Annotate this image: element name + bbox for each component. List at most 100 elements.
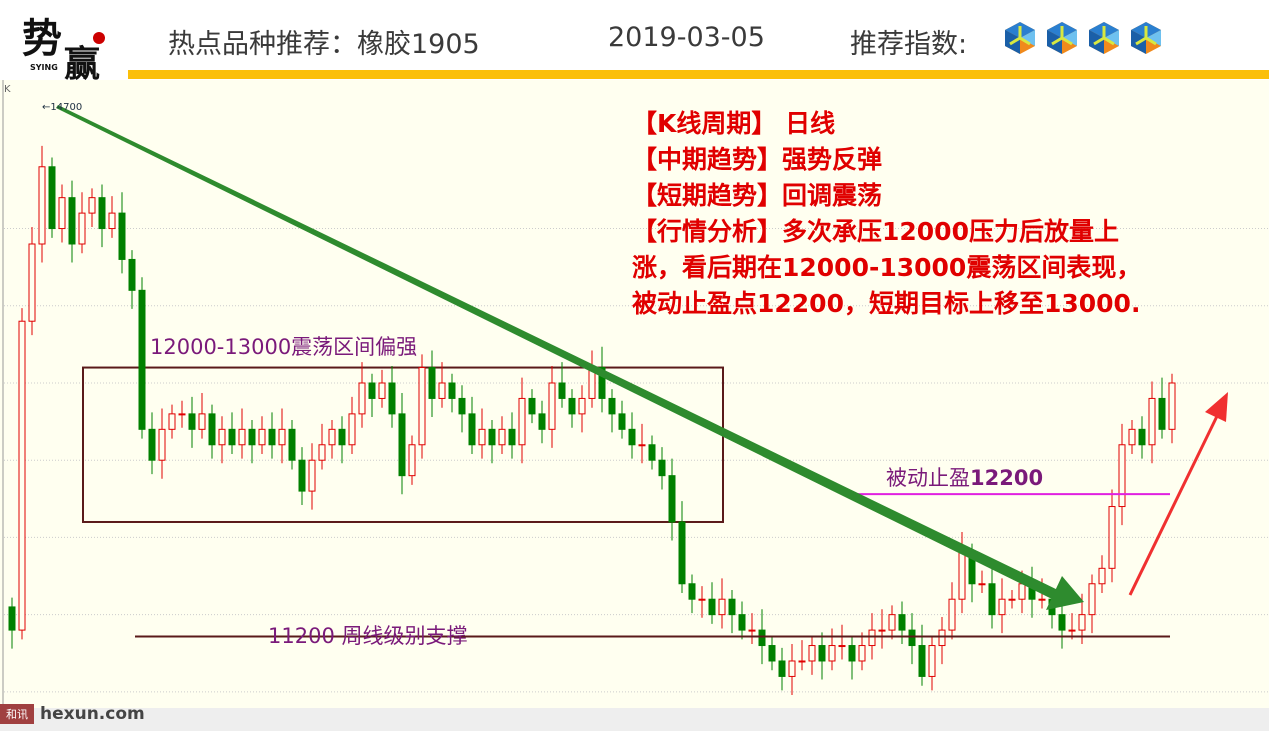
candle-body (428, 367, 436, 399)
chart-svg: K←1470010815→12000-13000震荡区间偏强被动止盈122001… (0, 80, 1269, 719)
target-arrowhead (1205, 392, 1228, 422)
candle-body (1018, 583, 1026, 600)
candle-body (288, 428, 296, 461)
candle-body (728, 598, 736, 616)
range-box-label: 12000-13000震荡区间偏强 (150, 335, 417, 359)
candle-body (458, 397, 466, 415)
candle-body (1138, 428, 1146, 446)
candle-body (138, 289, 146, 430)
candle-body (438, 382, 446, 399)
candle-body (638, 444, 646, 447)
rating (1002, 20, 1164, 56)
candle-body (128, 258, 136, 291)
candle-body (78, 212, 86, 245)
candle-body (8, 606, 16, 631)
header-divider (128, 70, 1269, 79)
candle-body (1158, 397, 1166, 430)
candle-body (468, 413, 476, 446)
candle-body (698, 598, 706, 601)
logo: 势 赢 SYING (18, 8, 128, 85)
candle-body (768, 645, 776, 662)
candle-body (18, 320, 26, 631)
date: 2019-03-05 (608, 22, 765, 53)
candle-body (688, 583, 696, 600)
candle-body (358, 382, 366, 415)
candle-body (1108, 506, 1116, 569)
candle-body (828, 645, 836, 662)
syING-logo-icon: 势 赢 SYING (22, 15, 105, 85)
candle-body (1038, 598, 1046, 601)
candle-body (978, 583, 986, 586)
candle-body (618, 413, 626, 430)
candle-body (948, 598, 956, 631)
candle-body (738, 614, 746, 631)
candle-body (258, 428, 266, 446)
candle-body (648, 444, 656, 461)
candle-body (908, 629, 916, 647)
candle-body (748, 629, 756, 632)
candle-body (878, 629, 886, 632)
candle-body (38, 166, 46, 245)
cube-icon (1005, 22, 1035, 54)
target-arrow (1128, 409, 1222, 596)
trend-arrowhead (1046, 576, 1084, 610)
candle-body (628, 428, 636, 446)
analysis-line: 【短期趋势】回调震荡 (632, 181, 883, 210)
svg-text:势: 势 (22, 15, 62, 62)
candle-body (1008, 598, 1016, 601)
rating-label: 推荐指数: (850, 29, 968, 60)
page-title: 热点品种推荐：橡胶1905 (168, 29, 480, 60)
candle-body (558, 382, 566, 399)
analysis-line: 【K线周期】 日线 (632, 109, 836, 138)
candle-body (378, 382, 386, 399)
candle-body (248, 428, 256, 446)
candle-body (1098, 567, 1106, 585)
candle-body (958, 552, 966, 600)
candle-body (158, 428, 166, 461)
candle-body (238, 428, 246, 446)
candle-body (48, 166, 56, 230)
candle-body (578, 397, 586, 415)
candle-body (328, 428, 336, 446)
analysis-line: 涨，看后期在12000-13000震荡区间表现， (632, 253, 1142, 282)
candle-body (68, 197, 76, 245)
candle-body (818, 645, 826, 662)
header: 势 赢 SYING 热点品种推荐：橡胶1905 2019-03-05 推荐指数: (0, 0, 1269, 85)
analysis-text: 【K线周期】 日线 【中期趋势】强势反弹 【短期趋势】回调震荡 【行情分析】多次… (632, 106, 1141, 322)
panel-label: K (4, 84, 11, 95)
candle-body (188, 413, 196, 430)
candle-body (518, 397, 526, 446)
candle-body (668, 475, 676, 523)
candle-body (338, 428, 346, 446)
candle-body (848, 645, 856, 662)
candle-body (538, 413, 546, 430)
candle-body (408, 444, 416, 477)
candle-body (858, 645, 866, 662)
svg-text:SYING: SYING (30, 63, 58, 72)
candle-body (718, 598, 726, 616)
candle-body (478, 428, 486, 446)
hexun-logo: 和讯 (0, 704, 34, 724)
candle-body (198, 413, 206, 430)
candle-body (398, 413, 406, 477)
candle-body (928, 645, 936, 677)
candle-body (918, 645, 926, 677)
candle-body (1068, 629, 1076, 632)
analysis-line: 【行情分析】多次承压12000压力后放量上 (632, 217, 1119, 246)
candlestick-chart: K←1470010815→12000-13000震荡区间偏强被动止盈122001… (0, 80, 1269, 719)
candle-body (1058, 614, 1066, 631)
candle-body (28, 243, 36, 322)
candle-body (1128, 428, 1136, 446)
stop-profit-value: 12200 (970, 466, 1043, 490)
candle-body (988, 583, 996, 616)
footer (0, 708, 1269, 731)
candle-body (1118, 444, 1126, 508)
trend-line (56, 105, 1062, 602)
candle-body (888, 614, 896, 631)
candle-body (418, 367, 426, 446)
candle-body (118, 212, 126, 260)
candle-body (148, 428, 156, 461)
candle-body (298, 459, 306, 492)
analysis-line: 被动止盈点12200，短期目标上移至13000. (632, 289, 1141, 318)
candle-body (1168, 382, 1176, 430)
